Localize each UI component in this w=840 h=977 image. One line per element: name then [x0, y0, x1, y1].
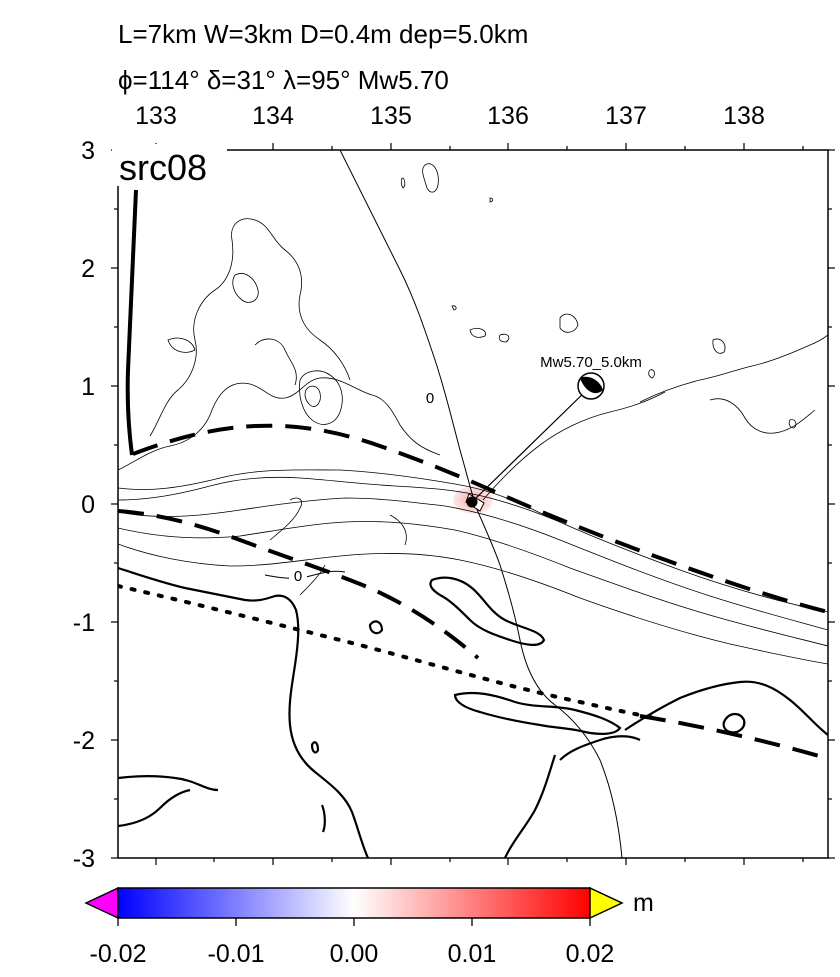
colorbar-tick-label: 0.02 [566, 940, 615, 968]
left-tick-label: -1 [73, 609, 95, 637]
top-tick-label: 135 [370, 102, 412, 130]
coastlines [118, 566, 828, 858]
dotted-boundary [118, 584, 657, 720]
trench-lines [118, 423, 828, 760]
left-tick-label: -3 [73, 845, 95, 873]
left-tick-label: 2 [81, 255, 95, 283]
contour-label-bg [421, 388, 439, 406]
colorbar-over-arrow [589, 886, 624, 920]
colorbar-under-arrow [84, 886, 119, 920]
left-tick-label: -2 [73, 727, 95, 755]
contour-label: 0 [426, 390, 434, 407]
colorbar-tick-label: -0.01 [208, 940, 265, 968]
top-tick-label: 134 [252, 102, 294, 130]
top-tick-label: 137 [605, 102, 647, 130]
boundary-line [125, 189, 138, 456]
top-tick-label: 138 [723, 102, 765, 130]
left-tick-label: 3 [81, 137, 95, 165]
header-line-1: L=7km W=3km D=0.4m dep=5.0km [118, 19, 528, 49]
top-axis-labels: 133 134 135 136 137 138 [135, 102, 765, 130]
mechanism-label: Mw5.70_5.0km [540, 354, 642, 371]
header-line-2: ϕ=114° δ=31° λ=95° Mw5.70 [118, 65, 449, 95]
colorbar-tick-label: 0.01 [448, 940, 497, 968]
colorbar-gradient [117, 887, 591, 919]
colorbar-tick-label: 0.00 [330, 940, 379, 968]
colorbar: -0.02 -0.01 0.00 0.01 0.02 m [84, 886, 654, 968]
colorbar-tick-label: -0.02 [90, 940, 147, 968]
zero-contour [264, 150, 623, 858]
mechanism-connector [473, 385, 592, 501]
left-axis-labels: 3 2 1 0 -1 -2 -3 [73, 137, 95, 873]
contour-label-bg [289, 566, 307, 584]
panel-label-bg [112, 144, 227, 186]
focal-mechanism [577, 372, 605, 400]
panel-label: src08 [119, 147, 207, 188]
top-tick-label: 133 [135, 102, 177, 130]
colorbar-unit: m [633, 889, 654, 917]
contour-label: 0 [294, 568, 302, 585]
left-tick-label: 1 [81, 373, 95, 401]
top-tick-label: 136 [487, 102, 529, 130]
left-tick-label: 0 [81, 491, 95, 519]
bathymetry-contours [118, 163, 828, 665]
